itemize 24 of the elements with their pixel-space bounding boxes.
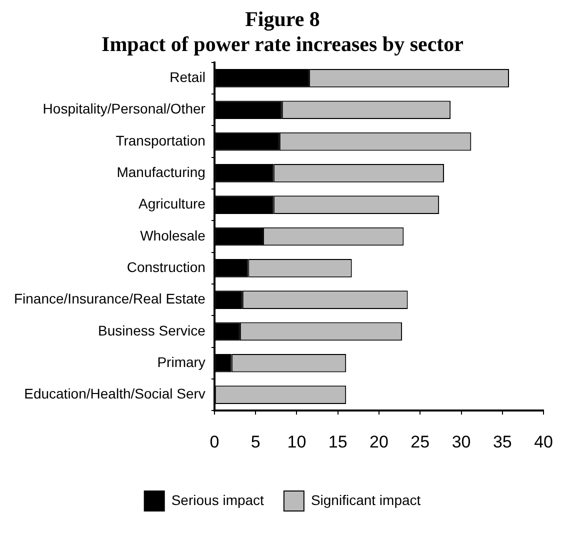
y-tick-label: Hospitality/Personal/Other: [42, 100, 206, 117]
y-tick-label: Finance/Insurance/Real Estate: [14, 290, 206, 307]
x-tick-label: 10: [287, 432, 306, 452]
chart-title: Figure 8: [245, 7, 320, 32]
chart-subtitle: Impact of power rate increases by sector: [102, 32, 464, 56]
y-tick-label: Construction: [126, 259, 206, 276]
x-tick-label: 40: [534, 432, 554, 452]
x-tick-label: 25: [410, 432, 430, 452]
y-tick-label: Manufacturing: [116, 164, 206, 180]
x-tick-label: 35: [492, 432, 512, 452]
legend-label: Significant impact: [310, 492, 421, 508]
y-tick-label: Education/Health/Social Serv: [24, 386, 206, 402]
y-tick-label: Transportation: [116, 132, 206, 148]
y-tick-label: Business Service: [98, 322, 206, 338]
x-tick-label: 20: [370, 432, 388, 452]
legend-label: Serious impact: [171, 492, 264, 508]
x-tick-label: 5: [250, 432, 260, 452]
x-tick-label: 0: [210, 432, 220, 452]
y-tick-label: Retail: [170, 69, 206, 86]
y-tick-label: Primary: [157, 354, 206, 370]
x-tick-label: 15: [328, 432, 348, 452]
y-tick-label: Wholesale: [140, 227, 206, 244]
y-tick-label: Agriculture: [138, 196, 206, 212]
x-tick-label: 30: [452, 432, 471, 452]
